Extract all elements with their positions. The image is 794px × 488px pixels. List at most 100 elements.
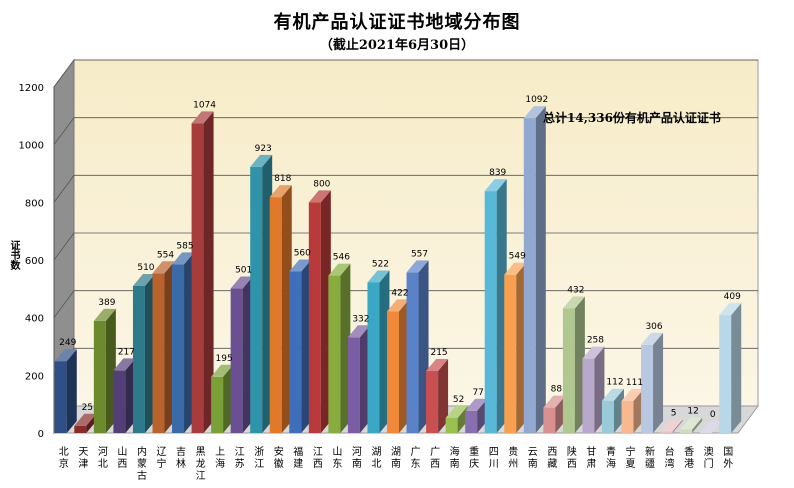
- bar-top: [641, 332, 664, 345]
- bar-澳门: [699, 421, 722, 433]
- data-label: 111: [626, 378, 643, 388]
- category-label: 河北: [98, 446, 108, 470]
- category-label: 山东: [332, 446, 342, 470]
- bar-广东: [406, 260, 429, 433]
- bar-front: [328, 275, 341, 433]
- bar-side: [66, 349, 77, 433]
- category-label: 安徽: [274, 445, 284, 470]
- y-tick-label: 1200: [19, 83, 44, 94]
- category-label: 湖北: [371, 446, 381, 470]
- data-label: 585: [176, 241, 193, 251]
- bar-side: [262, 154, 273, 433]
- data-label: 839: [489, 168, 506, 178]
- bar-front: [269, 197, 282, 433]
- category-label: 福建: [293, 445, 303, 470]
- data-label: 432: [567, 285, 584, 295]
- category-label: 澳门: [704, 445, 714, 470]
- category-label: 北京: [59, 446, 69, 470]
- bar-front: [465, 410, 478, 433]
- bar-宁夏: [621, 388, 644, 433]
- bar-front: [543, 407, 556, 433]
- category-label: 吉林: [176, 446, 186, 470]
- bar-front: [484, 191, 497, 433]
- data-label: 554: [157, 250, 174, 260]
- bar-side: [184, 252, 195, 433]
- data-label: 249: [59, 338, 76, 348]
- bar-top: [347, 325, 370, 338]
- bar-湖北: [367, 270, 390, 433]
- data-label: 258: [587, 336, 604, 346]
- bar-side: [242, 276, 253, 433]
- bar-front: [367, 282, 380, 433]
- bar-辽宁: [152, 261, 175, 433]
- bar-top: [289, 259, 312, 272]
- bar-top: [54, 349, 77, 362]
- bar-top: [621, 388, 644, 401]
- bar-side: [164, 261, 175, 433]
- bar-top: [699, 421, 722, 433]
- bar-side: [692, 417, 703, 433]
- category-label: 上海: [215, 446, 225, 470]
- category-label: 台湾: [665, 445, 675, 470]
- bar-top: [660, 419, 683, 432]
- bar-side: [496, 179, 507, 433]
- bar-front: [211, 376, 224, 433]
- bar-side: [281, 185, 292, 433]
- bar-front: [74, 425, 87, 433]
- data-label: 88: [551, 385, 563, 395]
- data-label: 195: [216, 354, 233, 364]
- bar-top: [308, 190, 331, 203]
- data-label: 923: [255, 144, 272, 154]
- bar-台湾: [660, 419, 683, 433]
- category-label: 甘肃: [586, 445, 596, 470]
- bar-front: [387, 311, 399, 433]
- y-tick-label: 600: [25, 256, 44, 267]
- category-label: 辽宁: [156, 446, 166, 470]
- bar-side: [633, 388, 644, 433]
- annotation-total: 总计14,336份有机产品认证证书: [543, 110, 721, 125]
- data-label: 1074: [193, 100, 216, 110]
- bar-front: [93, 320, 106, 433]
- bar-top: [719, 303, 742, 316]
- bar-front: [680, 429, 693, 433]
- category-label: 陕西: [567, 445, 577, 470]
- data-label: 77: [472, 388, 483, 398]
- bar-黑龙江: [191, 111, 214, 433]
- bar-top: [328, 263, 351, 276]
- bar-北京: [54, 349, 77, 433]
- bar-贵州: [504, 262, 527, 433]
- bar-新疆: [641, 332, 664, 433]
- bar-吉林: [172, 252, 195, 433]
- bar-浙江: [250, 154, 273, 433]
- bar-西藏: [543, 395, 566, 433]
- y-axis-title: 证书数: [8, 240, 19, 270]
- bar-top: [269, 185, 292, 198]
- data-label: 501: [235, 266, 252, 276]
- bar-front: [582, 358, 595, 433]
- bar-front: [132, 285, 145, 433]
- bar-安徽: [269, 185, 292, 433]
- data-label: 52: [453, 395, 464, 405]
- data-label: 1092: [525, 95, 548, 105]
- category-label: 四川: [489, 447, 499, 470]
- bar-side: [379, 270, 390, 433]
- bar-山西: [113, 358, 136, 433]
- data-label: 560: [294, 249, 311, 259]
- bar-front: [250, 166, 263, 433]
- bar-香港: [680, 417, 703, 433]
- bar-top: [582, 346, 605, 359]
- bar-front: [719, 315, 732, 433]
- category-label: 江西: [313, 446, 323, 470]
- bar-side: [223, 364, 234, 433]
- bar-广西: [426, 359, 449, 433]
- category-label: 宁夏: [626, 445, 636, 470]
- bar-top: [74, 413, 97, 426]
- bar-side: [653, 332, 664, 433]
- bar-front: [152, 273, 165, 433]
- data-label: 0: [710, 410, 716, 420]
- category-label: 重庆: [469, 445, 479, 470]
- bar-front: [54, 361, 67, 433]
- bar-side: [574, 296, 585, 433]
